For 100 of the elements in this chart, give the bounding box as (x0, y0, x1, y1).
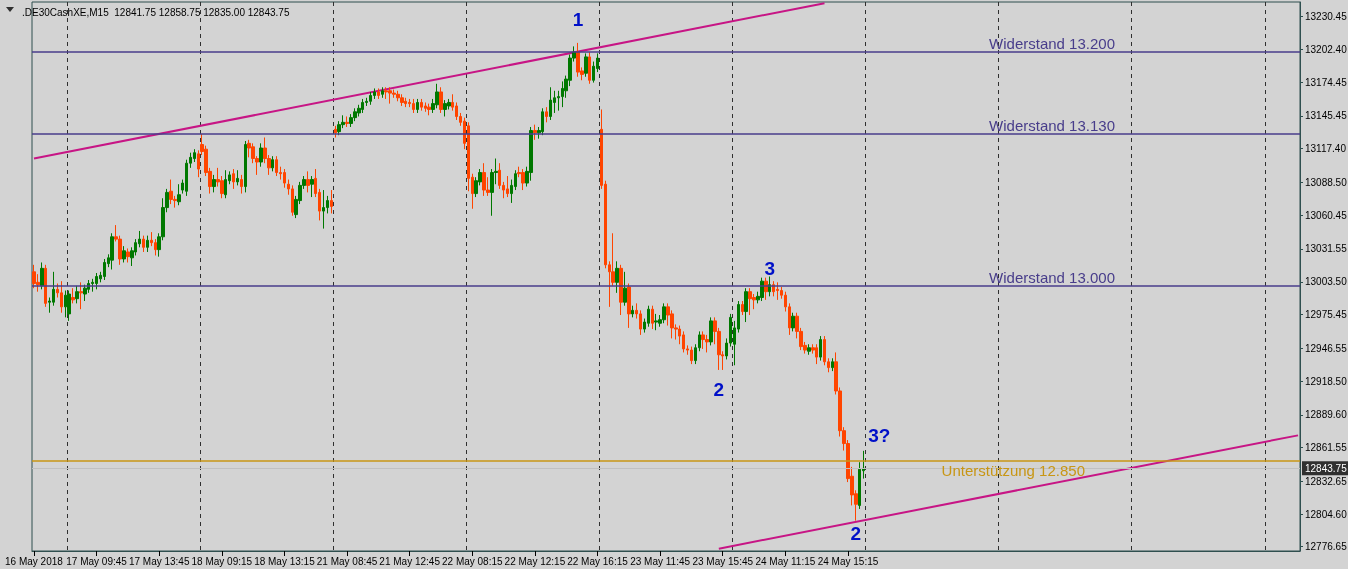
candlestick (103, 258, 106, 281)
annotation: 3? (868, 424, 891, 446)
candlestick (169, 179, 173, 205)
y-tick-label: 13174.45 (1305, 76, 1348, 88)
candlestick (60, 280, 63, 314)
candlestick (424, 101, 427, 113)
candlestick (791, 312, 795, 332)
candlestick (334, 125, 337, 138)
y-tick-label: 12861.55 (1305, 442, 1348, 454)
ref-line-label: Widerstand 13.130 (989, 116, 1115, 134)
ref-line-label: Widerstand 13.200 (989, 35, 1115, 53)
y-tick-label: 13003.50 (1305, 276, 1348, 288)
candlestick (651, 305, 654, 330)
candlestick (705, 334, 709, 353)
x-tick-label: 22 May 16:15 (567, 555, 629, 567)
candlestick (619, 264, 623, 316)
x-tick-label: 18 May 13:15 (254, 555, 316, 567)
y-tick-label: 13145.45 (1305, 110, 1348, 122)
candlestick (384, 86, 388, 100)
candlestick (623, 271, 627, 307)
candlestick (330, 189, 333, 214)
candlestick (79, 281, 83, 310)
candlestick (521, 168, 525, 191)
candlestick (427, 103, 431, 116)
candlestick (177, 183, 181, 206)
y-tick-label: 13202.40 (1305, 43, 1348, 55)
candlestick (83, 284, 87, 302)
candlestick (40, 261, 44, 290)
y-tick-label: 12946.55 (1305, 342, 1348, 354)
candlestick (682, 330, 685, 353)
y-tick-label: 13230.45 (1305, 11, 1348, 23)
candlestick (122, 245, 126, 263)
x-tick-label: 21 May 12:45 (379, 555, 441, 567)
candlestick (110, 232, 114, 270)
candlestick (381, 86, 384, 99)
candlestick (306, 170, 310, 193)
y-tick-label: 13031.55 (1305, 243, 1348, 255)
candlestick (709, 316, 713, 346)
x-tick-label: 21 May 08:45 (316, 555, 378, 567)
candlestick (271, 155, 274, 172)
candlestick (244, 140, 247, 193)
y-tick-label: 12889.60 (1305, 409, 1348, 421)
candlestick (95, 272, 98, 290)
candlestick (32, 264, 36, 289)
candlestick (416, 98, 419, 114)
candlestick (232, 168, 235, 190)
candlestick (662, 302, 666, 324)
candlestick (259, 142, 263, 168)
candlestick (584, 52, 588, 78)
candlestick (291, 184, 294, 217)
annotation: 2 (850, 522, 862, 544)
candlestick (807, 343, 811, 356)
candlestick (741, 300, 744, 316)
candlestick (240, 174, 243, 195)
candlestick (377, 87, 380, 100)
candlestick (396, 90, 400, 102)
candlestick (75, 285, 79, 304)
candlestick (310, 175, 314, 198)
chart-title: .DE30CashXE,M15 12841.75 12858.75 12835.00 12843.75 (22, 6, 290, 18)
x-tick-label: 22 May 12:15 (504, 555, 566, 567)
candlestick (748, 287, 752, 316)
candlestick (576, 42, 580, 78)
candlestick (627, 283, 631, 329)
candlestick (322, 189, 325, 230)
y-tick-label: 12776.65 (1305, 541, 1348, 553)
ref-line-label: 12843.75 (1305, 462, 1348, 474)
y-tick-label: 13060.45 (1305, 209, 1348, 221)
candlestick (236, 169, 239, 186)
candlestick (146, 235, 149, 253)
ref-line-label: Unterstützung 12.850 (941, 462, 1085, 480)
candlestick (361, 98, 364, 114)
candlestick (482, 162, 486, 197)
candlestick (71, 287, 75, 304)
candlestick (369, 91, 372, 106)
x-tick-label: 24 May 15:15 (817, 555, 879, 567)
candlestick (341, 114, 345, 129)
candlestick (275, 155, 278, 177)
y-tick-label: 12832.65 (1305, 475, 1348, 487)
x-tick-label: 18 May 09:15 (191, 555, 253, 567)
x-tick-label: 17 May 13:45 (128, 555, 190, 567)
y-tick-label: 12804.60 (1305, 508, 1348, 520)
candlestick (631, 305, 634, 318)
candlestick (541, 107, 544, 136)
candlestick (142, 235, 145, 253)
candlestick (615, 260, 619, 294)
ref-line-label: Widerstand 13.000 (989, 268, 1115, 286)
x-tick-label: 17 May 09:45 (66, 555, 128, 567)
candlestick (224, 169, 227, 199)
candlestick (443, 99, 447, 117)
candlestick (404, 97, 407, 108)
candlestick (815, 343, 818, 365)
candlestick (744, 287, 748, 323)
candlestick (545, 106, 548, 123)
candlestick (67, 290, 71, 322)
candlestick (654, 313, 658, 331)
annotation: 3 (764, 257, 775, 279)
candlestick (776, 281, 779, 301)
x-tick-label: 23 May 15:45 (692, 555, 754, 567)
candlestick (212, 174, 216, 193)
x-tick-label: 16 May 2018 (5, 555, 64, 567)
